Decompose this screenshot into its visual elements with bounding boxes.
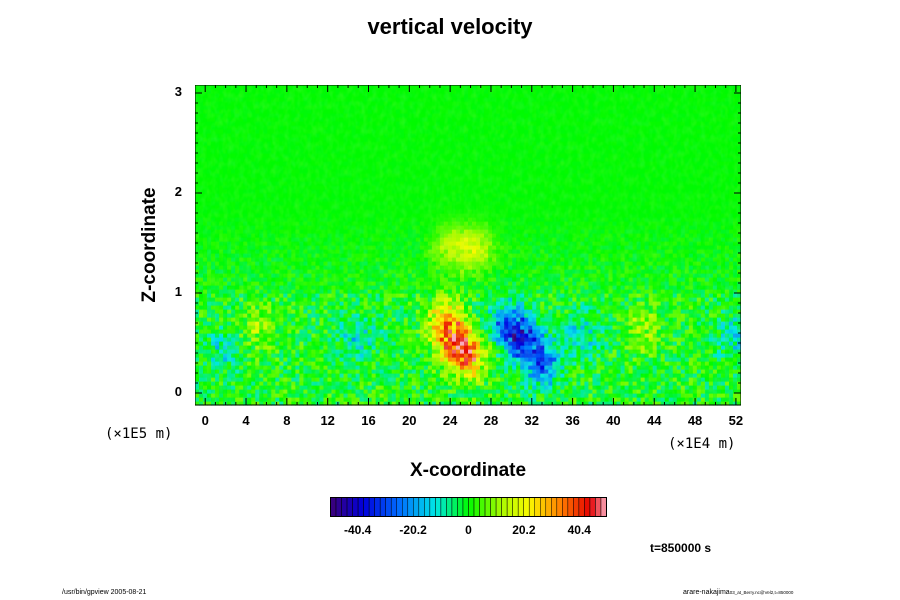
chart-title: vertical velocity bbox=[367, 14, 533, 39]
heatmap-plot bbox=[195, 85, 741, 406]
